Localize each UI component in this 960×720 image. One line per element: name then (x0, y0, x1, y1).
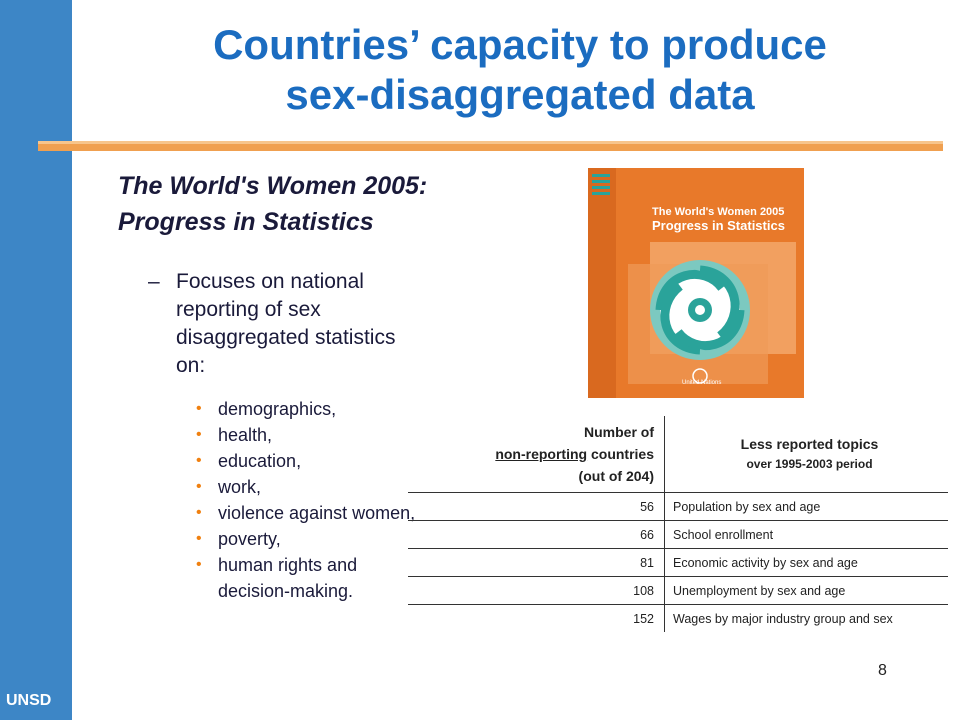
main-bullet-text: Focuses on national reporting of sex dis… (176, 270, 396, 377)
header-topic-line2: over 1995-2003 period (746, 457, 873, 471)
topic-text: education, (218, 451, 302, 471)
topic-text: health, (218, 425, 273, 445)
list-item: • health, (196, 422, 416, 448)
list-item: • education, (196, 448, 416, 474)
row-count: 108 (408, 576, 665, 605)
header-count-line1: Number of (584, 424, 654, 440)
row-topic: Economic activity by sex and age (664, 548, 948, 577)
page-number: 8 (878, 662, 887, 679)
table-header-row: Number of non-reporting countries (out o… (408, 416, 948, 493)
header-count-line2: non-reporting countries (408, 443, 654, 465)
list-item: • poverty, (196, 526, 416, 552)
sidebar-label: UNSD (6, 692, 52, 709)
topic-text: work, (218, 477, 262, 497)
slide-title: Countries’ capacity to produce sex-disag… (110, 20, 930, 120)
left-sidebar-band (0, 0, 72, 720)
cover-title-line1: The World's Women 2005 (652, 206, 785, 218)
subtitle-line2: Progress in Statistics (118, 208, 374, 236)
header-topic-line1: Less reported topics (740, 436, 879, 452)
row-count: 152 (408, 604, 665, 632)
header-count-underlined: non-reporting (495, 446, 588, 462)
table-row: 66 School enrollment (408, 520, 948, 549)
cover-artwork (588, 168, 804, 398)
bullet-icon: • (196, 530, 202, 547)
list-item: • human rights and decision-making. (196, 552, 416, 604)
bullet-icon: • (196, 504, 202, 521)
row-count: 56 (408, 492, 665, 521)
column-header-count: Number of non-reporting countries (out o… (408, 416, 665, 493)
topic-text: poverty, (218, 529, 281, 549)
list-item: • violence against women, (196, 500, 416, 526)
dash-bullet-icon: – (148, 270, 160, 293)
header-count-rest: countries (587, 446, 654, 462)
reporting-table: Number of non-reporting countries (out o… (408, 416, 948, 632)
list-item: • demographics, (196, 396, 416, 422)
row-count: 66 (408, 520, 665, 549)
cover-title: The World's Women 2005 Progress in Stati… (652, 206, 785, 232)
topic-text: human rights and decision-making. (218, 555, 358, 601)
subtitle-line1: The World's Women 2005: (118, 172, 428, 200)
row-topic: Wages by major industry group and sex (664, 604, 948, 632)
topic-text: demographics, (218, 399, 337, 419)
slide-title-line2: sex-disaggregated data (285, 71, 755, 118)
bullet-icon: • (196, 556, 202, 573)
bullet-icon: • (196, 478, 202, 495)
header-count-line3: (out of 204) (578, 468, 654, 484)
topics-list: • demographics, • health, • education, • wor… (196, 396, 416, 604)
table-row: 108 Unemployment by sex and age (408, 576, 948, 605)
topic-text: violence against women, (218, 503, 416, 523)
row-topic: School enrollment (664, 520, 948, 549)
table-row: 56 Population by sex and age (408, 492, 948, 521)
bullet-icon: • (196, 452, 202, 469)
book-cover-image: The World's Women 2005 Progress in Stati… (588, 168, 804, 398)
row-topic: Population by sex and age (664, 492, 948, 521)
bullet-icon: • (196, 400, 202, 417)
title-divider-highlight (38, 141, 943, 144)
column-header-topic: Less reported topics over 1995-2003 peri… (665, 416, 949, 493)
row-count: 81 (408, 548, 665, 577)
slide-subtitle: The World's Women 2005: Progress in Stat… (118, 168, 538, 240)
row-topic: Unemployment by sex and age (664, 576, 948, 605)
cover-publisher: United Nations (682, 380, 722, 386)
table-row: 152 Wages by major industry group and se… (408, 604, 948, 632)
list-item: • work, (196, 474, 416, 500)
title-divider (38, 144, 943, 151)
cover-title-line2: Progress in Statistics (652, 218, 785, 233)
table-row: 81 Economic activity by sex and age (408, 548, 948, 577)
slide-title-line1: Countries’ capacity to produce (213, 21, 827, 68)
bullet-icon: • (196, 426, 202, 443)
